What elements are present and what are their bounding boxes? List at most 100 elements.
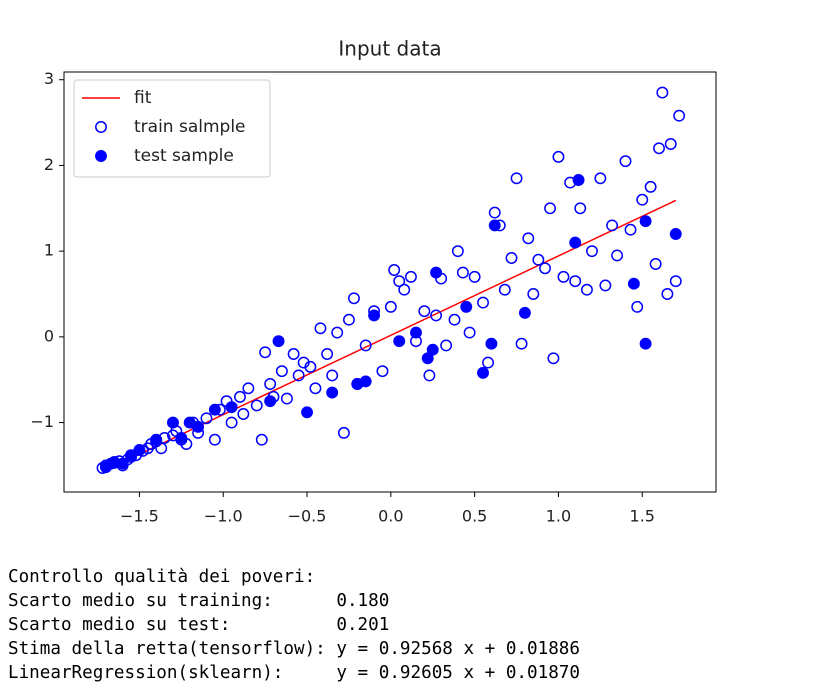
point xyxy=(669,275,682,288)
point xyxy=(644,180,657,193)
point xyxy=(639,215,652,228)
point xyxy=(527,288,540,300)
point xyxy=(569,236,582,249)
point xyxy=(669,228,682,240)
point xyxy=(423,369,436,382)
point xyxy=(314,322,327,335)
point xyxy=(208,433,221,446)
point xyxy=(552,150,565,163)
point xyxy=(348,292,360,305)
legend-box xyxy=(73,79,271,178)
point xyxy=(237,408,250,420)
point xyxy=(572,174,585,186)
point xyxy=(611,249,624,262)
point xyxy=(505,252,518,264)
legend-swatch xyxy=(95,121,107,133)
point xyxy=(557,270,570,283)
point xyxy=(321,348,334,360)
output-line: Stima della retta(tensorflow): y = 0.925… xyxy=(8,639,580,659)
legend-label: train salmple xyxy=(134,117,246,137)
point xyxy=(569,275,582,288)
point xyxy=(337,426,350,439)
output-line: LinearRegression(sklearn): y = 0.92605 x… xyxy=(8,663,580,683)
point xyxy=(275,365,288,378)
point xyxy=(405,270,417,283)
point xyxy=(192,420,205,433)
point xyxy=(488,206,501,219)
point xyxy=(234,390,246,403)
point xyxy=(430,309,443,322)
point xyxy=(421,352,434,365)
x-tick-label: 1.5 xyxy=(630,507,655,526)
point xyxy=(594,172,607,185)
point xyxy=(639,337,652,350)
point xyxy=(242,382,255,395)
point xyxy=(636,193,649,206)
point xyxy=(418,305,431,318)
point xyxy=(388,264,401,276)
point xyxy=(175,432,188,444)
point xyxy=(451,245,464,258)
point xyxy=(649,258,662,270)
point xyxy=(485,337,498,350)
point xyxy=(208,403,221,416)
point xyxy=(498,283,511,296)
point xyxy=(301,406,313,419)
legend-label: test sample xyxy=(134,146,234,166)
point xyxy=(510,172,523,185)
legend-label: fit xyxy=(134,88,152,108)
point xyxy=(631,300,644,313)
point xyxy=(539,262,551,275)
y-tick-label: 2 xyxy=(44,155,54,174)
point xyxy=(456,266,469,279)
output-line: Scarto medio su training: 0.180 xyxy=(8,591,390,611)
point xyxy=(368,309,381,322)
point xyxy=(125,449,137,462)
point xyxy=(264,395,277,408)
point xyxy=(448,313,461,326)
y-tick-label: 1 xyxy=(44,241,54,260)
x-tick-label: 1.0 xyxy=(546,507,571,526)
point xyxy=(599,279,612,292)
point xyxy=(664,138,677,150)
point xyxy=(398,283,411,296)
point xyxy=(477,366,489,379)
chart: Input data −1.5 −1.0 −0.5 0.0 0.5 1.0 1.5 −1 0 1 2… xyxy=(30,37,717,526)
point xyxy=(255,433,268,446)
point xyxy=(292,369,305,382)
point xyxy=(393,335,406,348)
y-tick-label: 3 xyxy=(44,69,54,88)
point xyxy=(200,412,213,425)
point xyxy=(309,382,322,395)
point xyxy=(342,313,355,326)
point xyxy=(376,365,389,378)
point xyxy=(661,288,674,300)
point xyxy=(673,109,686,122)
point xyxy=(280,392,293,405)
x-tick-label: 0.0 xyxy=(378,507,403,526)
point xyxy=(515,337,528,350)
point xyxy=(304,360,317,373)
point xyxy=(430,266,443,279)
point xyxy=(116,457,129,470)
point xyxy=(225,416,238,429)
fit-line xyxy=(102,199,677,473)
point xyxy=(155,442,168,455)
point xyxy=(460,300,473,313)
point xyxy=(518,306,531,319)
point xyxy=(264,378,277,390)
point xyxy=(522,232,535,245)
point xyxy=(619,155,632,168)
point xyxy=(440,339,453,352)
point xyxy=(653,142,665,155)
text-output: Controllo qualità dei poveri: Scarto medi… xyxy=(8,565,580,685)
point xyxy=(488,219,501,232)
legend-swatch xyxy=(95,150,107,162)
point xyxy=(463,326,476,339)
point xyxy=(574,202,587,215)
point xyxy=(532,253,545,266)
point xyxy=(586,245,598,258)
point xyxy=(250,399,263,412)
point xyxy=(225,401,238,414)
point xyxy=(150,433,163,446)
